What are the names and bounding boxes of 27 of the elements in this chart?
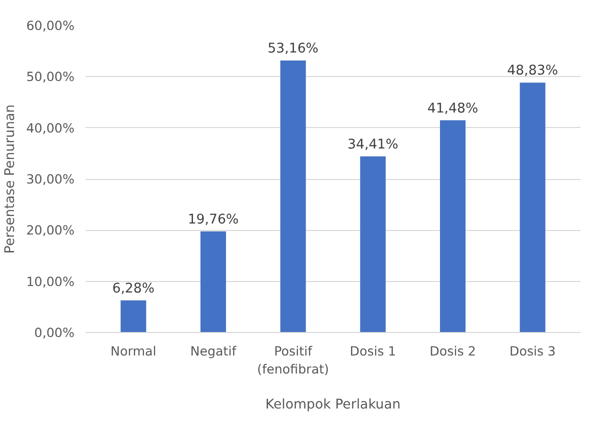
bar	[200, 231, 226, 332]
bar	[120, 300, 146, 332]
x-tick-label: Normal	[110, 344, 156, 358]
bar	[440, 120, 466, 332]
data-label: 6,28%	[112, 281, 155, 296]
data-label: 19,76%	[188, 212, 239, 228]
data-label: 41,48%	[427, 101, 478, 116]
x-tick-label: Dosis 2	[430, 344, 476, 358]
y-tick-label: 0,00%	[34, 325, 75, 340]
y-tick-label: 60,00%	[26, 18, 75, 33]
x-axis-title: Kelompok Perlakuan	[265, 398, 401, 412]
y-axis-title: Persentase Penurunan	[3, 104, 18, 254]
y-tick-label: 20,00%	[26, 222, 75, 238]
y-tick-label: 10,00%	[26, 274, 75, 289]
x-tick-label: Dosis 3	[509, 344, 556, 358]
bar	[520, 82, 546, 332]
y-tick-label: 50,00%	[26, 69, 75, 84]
x-tick-label: Dosis 1	[350, 344, 396, 358]
x-tick-label: Positif (fenofibrat)	[257, 344, 329, 376]
data-label: 53,16%	[268, 42, 318, 56]
bar	[360, 156, 386, 332]
bar	[280, 60, 306, 332]
y-tick-label: 30,00%	[26, 172, 75, 186]
data-label: 34,41%	[348, 137, 398, 152]
y-tick-label: 40,00%	[26, 120, 75, 136]
x-tick-label: Negatif	[190, 344, 237, 358]
data-label: 48,83%	[507, 64, 558, 79]
